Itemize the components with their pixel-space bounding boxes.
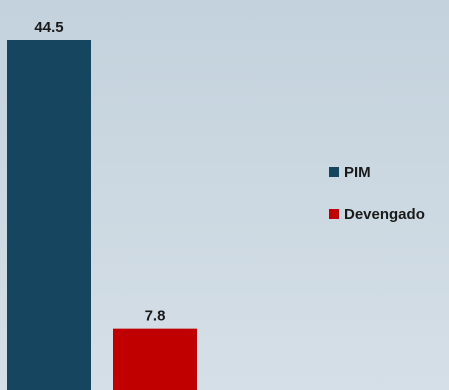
legend-swatch-pim xyxy=(329,167,339,177)
data-label-pim: 44.5 xyxy=(34,19,63,36)
bar-devengado xyxy=(113,328,197,390)
legend-item-devengado: Devengado xyxy=(329,203,447,225)
chart-legend: PIM Devengado xyxy=(329,161,447,245)
data-label-devengado: 7.8 xyxy=(145,308,166,325)
legend-item-pim: PIM xyxy=(329,161,447,183)
legend-label-pim: PIM xyxy=(344,163,371,181)
legend-label-devengado: Devengado xyxy=(344,205,425,223)
legend-swatch-devengado xyxy=(329,209,339,219)
plot-area: 44.5 7.8 xyxy=(7,19,197,390)
bar-pim xyxy=(7,40,91,390)
